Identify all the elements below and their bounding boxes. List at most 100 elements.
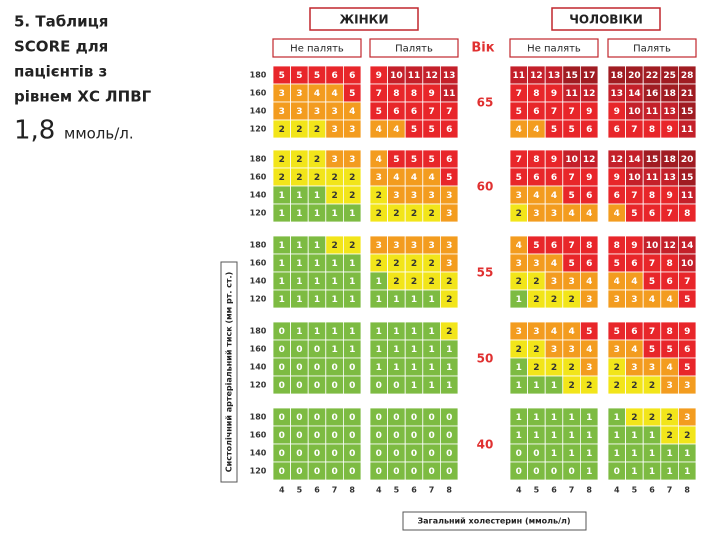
risk-value: 2 (446, 277, 452, 287)
risk-value: 2 (331, 191, 337, 201)
risk-value: 10 (681, 259, 694, 269)
risk-value: 1 (314, 241, 320, 251)
risk-value: 2 (614, 381, 620, 391)
risk-value: 1 (446, 381, 452, 391)
risk-value: 7 (516, 89, 522, 99)
risk-value: 2 (516, 277, 522, 287)
cholesterol-label: 4 (376, 486, 382, 495)
risk-value: 1 (331, 259, 337, 269)
risk-value: 6 (684, 345, 690, 355)
risk-cell (342, 375, 362, 395)
risk-value: 3 (446, 191, 452, 201)
risk-value: 5 (314, 71, 320, 81)
risk-value: 15 (681, 107, 694, 117)
risk-value: 1 (296, 327, 302, 337)
risk-value: 4 (376, 125, 382, 135)
risk-value: 4 (551, 259, 557, 269)
risk-value: 3 (314, 107, 320, 117)
risk-value: 5 (614, 327, 620, 337)
risk-value: 1 (666, 449, 672, 459)
risk-value: 0 (428, 449, 434, 459)
risk-value: 3 (516, 327, 522, 337)
risk-value: 1 (411, 345, 417, 355)
risk-value: 3 (551, 277, 557, 287)
risk-value: 3 (516, 191, 522, 201)
risk-value: 5 (393, 155, 399, 165)
risk-value: 0 (314, 413, 320, 423)
risk-value: 2 (568, 295, 574, 305)
risk-value: 8 (666, 327, 672, 337)
risk-value: 7 (568, 173, 574, 183)
title-value: 1,8 (14, 116, 55, 146)
bp-label: 140 (250, 363, 267, 372)
risk-value: 17 (583, 71, 596, 81)
risk-value: 6 (533, 173, 539, 183)
risk-value: 1 (279, 295, 285, 305)
risk-value: 4 (393, 125, 399, 135)
risk-value: 5 (428, 155, 434, 165)
risk-value: 1 (649, 449, 655, 459)
risk-value: 1 (279, 277, 285, 287)
cholesterol-label: 4 (279, 486, 285, 495)
risk-value: 1 (586, 449, 592, 459)
risk-value: 1 (649, 431, 655, 441)
risk-value: 3 (331, 107, 337, 117)
risk-value: 1 (614, 449, 620, 459)
risk-value: 2 (516, 209, 522, 219)
risk-value: 0 (349, 363, 355, 373)
cholesterol-label: 7 (429, 486, 435, 495)
panel-header-box (509, 38, 599, 58)
risk-value: 5 (296, 71, 302, 81)
header-box (551, 7, 661, 31)
risk-value: 6 (614, 125, 620, 135)
risk-value: 1 (376, 327, 382, 337)
risk-value: 11 (646, 107, 659, 117)
bp-label: 140 (250, 191, 267, 200)
risk-value: 2 (411, 259, 417, 269)
panel-header-box (369, 38, 459, 58)
risk-value: 7 (428, 107, 434, 117)
risk-value: 6 (551, 173, 557, 183)
risk-value: 0 (568, 467, 574, 477)
risk-value: 2 (314, 125, 320, 135)
cholesterol-label: 8 (684, 486, 690, 495)
risk-value: 5 (376, 107, 382, 117)
risk-value: 3 (349, 155, 355, 165)
risk-value: 2 (376, 191, 382, 201)
risk-value: 1 (516, 381, 522, 391)
risk-value: 1 (279, 191, 285, 201)
cholesterol-label: 6 (314, 486, 320, 495)
risk-value: 5 (684, 363, 690, 373)
risk-cell (342, 289, 362, 309)
risk-value: 0 (376, 413, 382, 423)
risk-value: 7 (516, 155, 522, 165)
risk-value: 1 (568, 431, 574, 441)
risk-value: 12 (663, 241, 676, 251)
risk-value: 0 (331, 467, 337, 477)
risk-value: 14 (628, 155, 641, 165)
risk-value: 3 (516, 259, 522, 269)
risk-value: 1 (349, 259, 355, 269)
age-label: 60 (477, 180, 494, 194)
risk-value: 1 (314, 277, 320, 287)
risk-value: 0 (279, 467, 285, 477)
risk-value: 1 (314, 295, 320, 305)
risk-value: 0 (376, 449, 382, 459)
risk-value: 9 (428, 89, 434, 99)
risk-value: 0 (331, 363, 337, 373)
risk-value: 3 (349, 125, 355, 135)
risk-value: 1 (296, 241, 302, 251)
risk-value: 0 (411, 467, 417, 477)
risk-value: 13 (548, 71, 561, 81)
risk-value: 3 (331, 155, 337, 165)
risk-value: 3 (551, 209, 557, 219)
risk-value: 12 (583, 89, 596, 99)
risk-value: 4 (314, 89, 320, 99)
risk-value: 7 (631, 125, 637, 135)
risk-value: 3 (446, 259, 452, 269)
risk-value: 13 (663, 107, 676, 117)
risk-value: 2 (551, 363, 557, 373)
risk-value: 0 (376, 381, 382, 391)
risk-value: 0 (279, 381, 285, 391)
risk-value: 1 (314, 209, 320, 219)
